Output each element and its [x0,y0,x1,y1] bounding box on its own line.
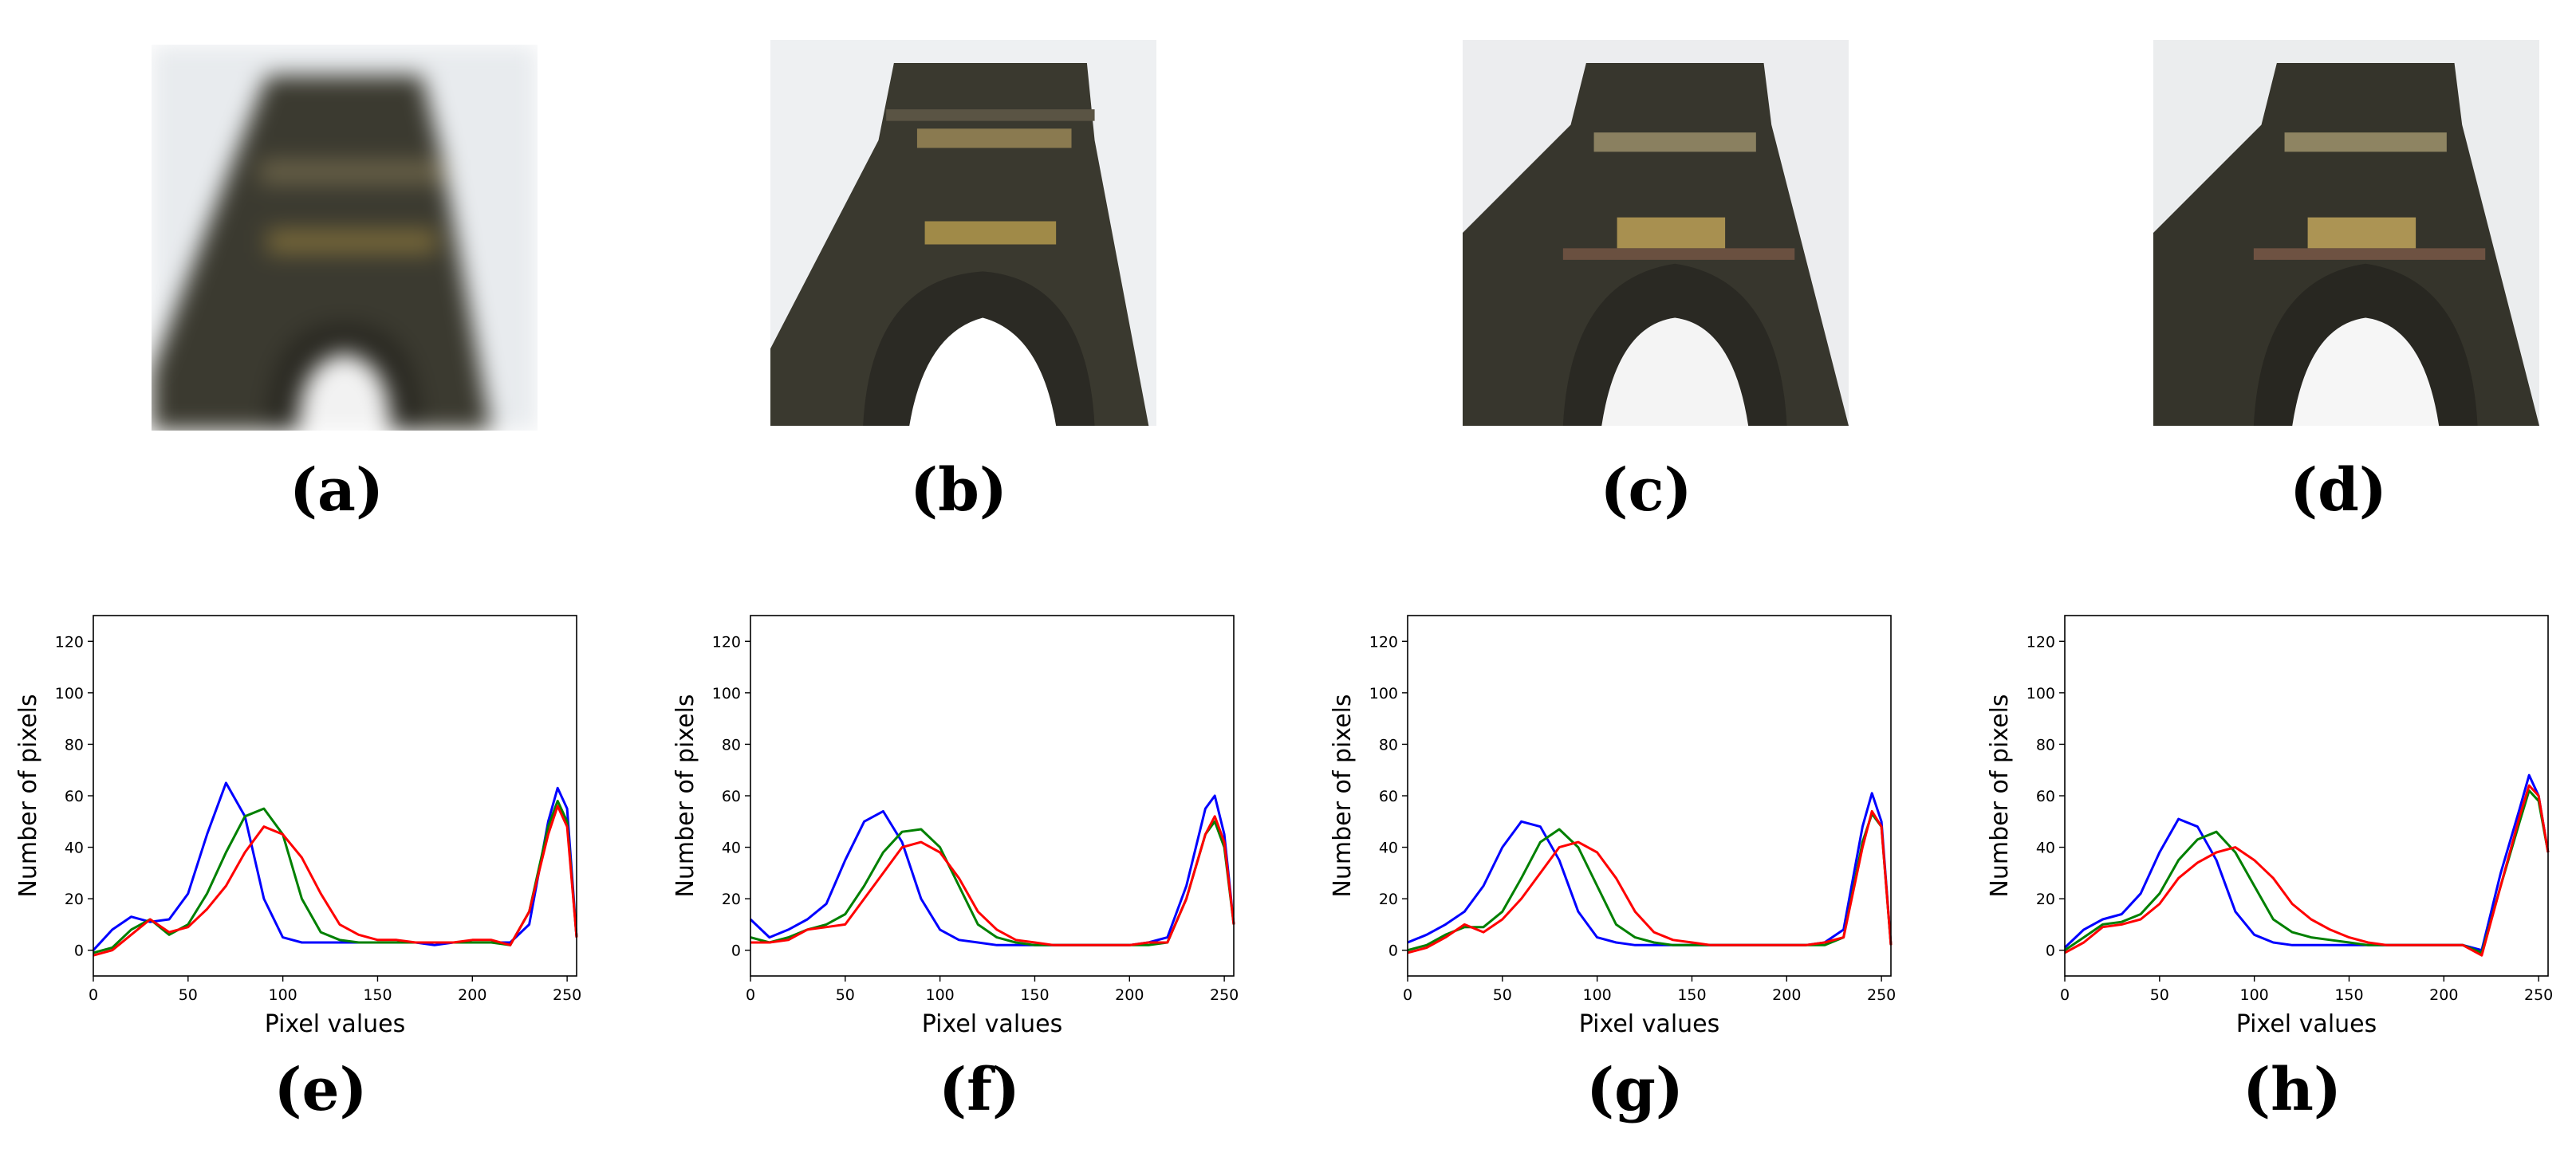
x-axis-label: Pixel values [922,1010,1063,1038]
y-tick-label: 60 [65,788,84,805]
chart-group-3: 0 50 100 150 200 250 0 20 40 60 80 100 120 Pixel valu… [1986,615,2553,1038]
caption-h: (h) [2243,1056,2342,1124]
x-tick-label: 200 [1772,986,1801,1004]
x-axis-label: Pixel values [2236,1010,2377,1038]
x-tick-label: 100 [269,986,297,1004]
y-axis-label: Number of pixels [672,694,699,897]
x-tick-label: 50 [836,986,855,1004]
x-tick-label: 50 [179,986,198,1004]
y-axis-label: Number of pixels [14,694,42,897]
y-tick-label: 40 [1379,840,1398,857]
plot-frame [93,615,577,977]
caption-b: (b) [910,456,1007,525]
y-tick-label: 100 [2027,685,2055,702]
y-tick-label: 20 [65,891,84,908]
plot-frame [1407,615,1892,977]
y-tick-label: 0 [731,942,741,960]
series-line-blue [2063,773,2550,952]
x-tick-label: 250 [1210,986,1239,1004]
y-tick-label: 60 [1379,788,1398,805]
y-tick-label: 20 [2036,891,2055,908]
series-line-red [1407,809,1893,954]
x-tick-label: 100 [2240,986,2269,1004]
photo-panel-a [152,45,538,431]
y-tick-label: 80 [1379,736,1398,754]
x-tick-label: 100 [926,986,955,1004]
caption-c: (c) [1600,456,1692,525]
y-tick-label: 100 [55,685,84,702]
y-tick-label: 120 [2027,633,2055,651]
caption-e: (e) [274,1056,368,1124]
x-tick-label: 250 [1867,986,1896,1004]
series-line-red [2064,784,2550,957]
series-line-blue [1407,792,1893,946]
y-tick-label: 100 [712,685,741,702]
y-tick-label: 120 [1369,633,1398,651]
photo-panel-d [2153,40,2539,426]
y-tick-label: 60 [722,788,741,805]
y-tick-label: 20 [722,891,741,908]
chart-group-0: 0 50 100 150 200 250 0 20 40 60 80 100 120 Pixel valu… [14,615,581,1038]
x-tick-label: 150 [1020,986,1049,1004]
caption-f: (f) [939,1056,1020,1124]
series-line-blue [92,781,578,951]
y-tick-label: 40 [2036,840,2055,857]
x-tick-label: 0 [1403,986,1412,1004]
x-tick-label: 0 [746,986,755,1004]
x-tick-label: 50 [2150,986,2169,1004]
series-line-blue [749,794,1235,946]
x-tick-label: 250 [553,986,581,1004]
y-tick-label: 80 [65,736,84,754]
x-tick-label: 100 [1583,986,1612,1004]
x-tick-label: 150 [363,986,392,1004]
y-tick-label: 0 [2046,942,2055,960]
series-line-green [2064,789,2550,954]
x-tick-label: 0 [2060,986,2070,1004]
y-axis-label: Number of pixels [1329,694,1357,897]
chart-group-1: 0 50 100 150 200 250 0 20 40 60 80 100 120 Pixel valu… [672,615,1239,1038]
chart-group-2: 0 50 100 150 200 250 0 20 40 60 80 100 120 Pixel valu… [1329,615,1896,1038]
y-tick-label: 40 [65,840,84,857]
caption-g: (g) [1586,1056,1684,1124]
tower-image [770,40,1156,426]
x-tick-label: 150 [1677,986,1706,1004]
series-line-green [1407,813,1893,952]
y-tick-label: 0 [74,942,84,960]
x-axis-label: Pixel values [1579,1010,1720,1038]
tower-image [2153,40,2539,426]
y-tick-label: 60 [2036,788,2055,805]
x-tick-label: 200 [458,986,486,1004]
plot-frame [750,615,1235,977]
x-tick-label: 50 [1493,986,1512,1004]
y-tick-label: 120 [712,633,741,651]
y-tick-label: 100 [1369,685,1398,702]
photo-panel-b [770,40,1156,426]
x-tick-label: 150 [2334,986,2363,1004]
x-tick-label: 200 [1115,986,1144,1004]
y-axis-label: Number of pixels [1986,694,2014,897]
y-tick-label: 80 [2036,736,2055,754]
y-tick-label: 20 [1379,891,1398,908]
plot-frame [2064,615,2549,977]
y-tick-label: 0 [1388,942,1398,960]
y-tick-label: 80 [722,736,741,754]
x-axis-label: Pixel values [265,1010,406,1038]
x-tick-label: 250 [2524,986,2553,1004]
x-tick-label: 0 [89,986,98,1004]
y-tick-label: 120 [55,633,84,651]
x-tick-label: 200 [2429,986,2458,1004]
caption-d: (d) [2290,456,2387,525]
tower-image [152,45,538,431]
series-line-red [750,815,1235,946]
photo-panel-c [1463,40,1849,426]
tower-image [1463,40,1849,426]
y-tick-label: 40 [722,840,741,857]
series-line-red [93,805,578,957]
caption-a: (a) [290,456,384,525]
